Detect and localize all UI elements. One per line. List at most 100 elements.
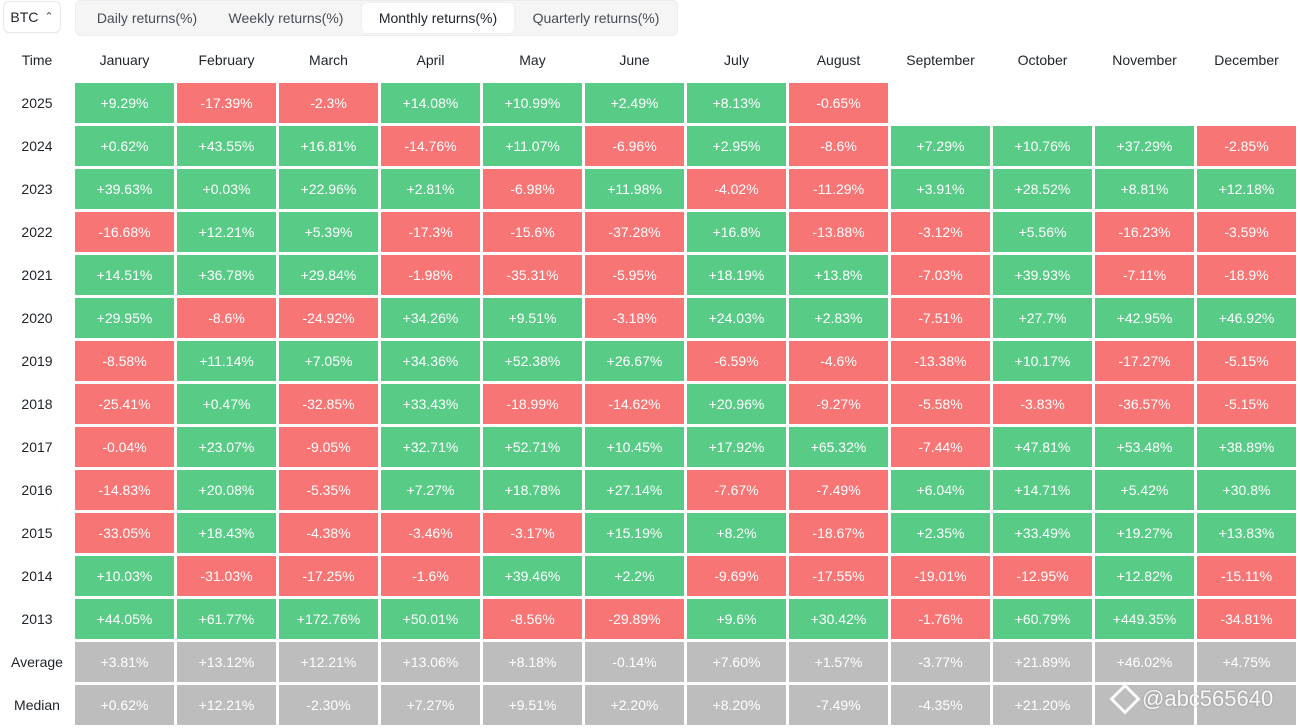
summary-cell: +21.20% [993,685,1092,725]
year-label: 2024 [21,138,53,154]
return-cell: -19.01% [891,556,990,596]
year-label: 2019 [21,353,53,369]
returns-table: Time January February March April May June July… [0,37,1299,728]
summary-cell: +0.62% [75,685,174,725]
return-cell: +34.26% [381,298,480,338]
month-header: April [416,52,445,68]
return-cell: +7.27% [381,470,480,510]
return-cell: -7.03% [891,255,990,295]
return-cell: +7.29% [891,126,990,166]
year-label: 2013 [21,611,53,627]
watermark-text: @abc565640 [1142,686,1274,711]
return-cell: +18.43% [177,513,276,553]
return-cell: +17.92% [687,427,786,467]
return-cell: +172.76% [279,599,378,639]
return-cell: +22.96% [279,169,378,209]
asset-select[interactable]: BTC ⌃ [3,1,61,33]
month-header: March [309,52,348,68]
return-cell: +38.89% [1197,427,1296,467]
time-column-header: Time [21,52,53,68]
return-cell: +50.01% [381,599,480,639]
return-cell: -7.11% [1095,255,1194,295]
year-label: 2015 [21,525,53,541]
return-cell: +30.42% [789,599,888,639]
return-cell: +449.35% [1095,599,1194,639]
return-cell: -5.15% [1197,384,1296,424]
return-cell: +9.29% [75,83,174,123]
return-cell: +18.19% [687,255,786,295]
year-row: 2022 -16.68% +12.21% +5.39% -17.3% -15.6% -37.… [2,212,1296,252]
return-cell: -7.49% [789,470,888,510]
summary-row: Average +3.81% +13.12% +12.21% +13.06% +8.18%… [2,642,1296,682]
return-cell: +0.47% [177,384,276,424]
month-header: September [906,52,975,68]
year-label: 2023 [21,181,53,197]
year-row: 2025 +9.29% -17.39% -2.3% +14.08% +10.99% +2.4… [2,83,1296,123]
return-cell: +42.95% [1095,298,1194,338]
return-cell: +36.78% [177,255,276,295]
summary-cell: +7.60% [687,642,786,682]
return-cell: +10.99% [483,83,582,123]
returns-tab-group: Daily returns(%) Weekly returns(%) Month… [75,0,678,36]
return-cell: +18.78% [483,470,582,510]
summary-cell: -3.77% [891,642,990,682]
return-cell: +20.08% [177,470,276,510]
tab-weekly-returns[interactable]: Weekly returns(%) [228,10,344,26]
year-row: 2021 +14.51% +36.78% +29.84% -1.98% -35.31% -5… [2,255,1296,295]
return-cell: +23.07% [177,427,276,467]
return-cell: -15.11% [1197,556,1296,596]
tab-quarterly-returns[interactable]: Quarterly returns(%) [532,10,660,26]
return-cell: -37.28% [585,212,684,252]
return-cell: -9.05% [279,427,378,467]
return-cell: -0.65% [789,83,888,123]
return-cell: -15.6% [483,212,582,252]
return-cell: +2.83% [789,298,888,338]
return-cell: -8.6% [177,298,276,338]
watermark: @abc565640 [1109,682,1274,716]
return-cell: +34.36% [381,341,480,381]
month-header: August [816,52,861,68]
return-cell: +24.03% [687,298,786,338]
tab-daily-returns[interactable]: Daily returns(%) [96,10,198,26]
summary-row: Median +0.62% +12.21% -2.30% +7.27% +9.51% +2.… [2,685,1296,725]
return-cell: +39.46% [483,556,582,596]
summary-cell: -0.14% [585,642,684,682]
return-cell: +10.45% [585,427,684,467]
return-cell: -17.25% [279,556,378,596]
return-cell: +12.82% [1095,556,1194,596]
return-cell: -5.35% [279,470,378,510]
return-cell: +27.14% [585,470,684,510]
year-label: 2025 [21,95,53,111]
monthly-returns-grid: Time January February March April May June July… [0,38,1299,728]
return-cell: +8.13% [687,83,786,123]
chevron-updown-icon: ⌃ [44,10,54,23]
return-cell: -8.58% [75,341,174,381]
return-cell: -1.76% [891,599,990,639]
year-label: 2021 [21,267,53,283]
return-cell: -18.99% [483,384,582,424]
return-cell: -8.56% [483,599,582,639]
summary-cell: +1.57% [789,642,888,682]
return-cell: -6.96% [585,126,684,166]
return-cell: +15.19% [585,513,684,553]
return-cell: +33.49% [993,513,1092,553]
binance-diamond-icon [1109,683,1141,715]
return-cell: +8.81% [1095,169,1194,209]
return-cell: +2.81% [381,169,480,209]
summary-cell: +21.89% [993,642,1092,682]
tab-monthly-returns[interactable]: Monthly returns(%) [362,3,514,33]
empty-cell [1095,83,1194,123]
return-cell: +7.05% [279,341,378,381]
return-cell: -1.6% [381,556,480,596]
summary-label: Average [11,654,63,670]
return-cell: +20.96% [687,384,786,424]
return-cell: +32.71% [381,427,480,467]
year-row: 2013 +44.05% +61.77% +172.76% +50.01% -8.56% -… [2,599,1296,639]
year-label: 2022 [21,224,53,240]
summary-cell: +8.18% [483,642,582,682]
return-cell: +9.6% [687,599,786,639]
return-cell: -33.05% [75,513,174,553]
return-cell: -5.58% [891,384,990,424]
return-cell: +43.55% [177,126,276,166]
summary-cell: +13.12% [177,642,276,682]
